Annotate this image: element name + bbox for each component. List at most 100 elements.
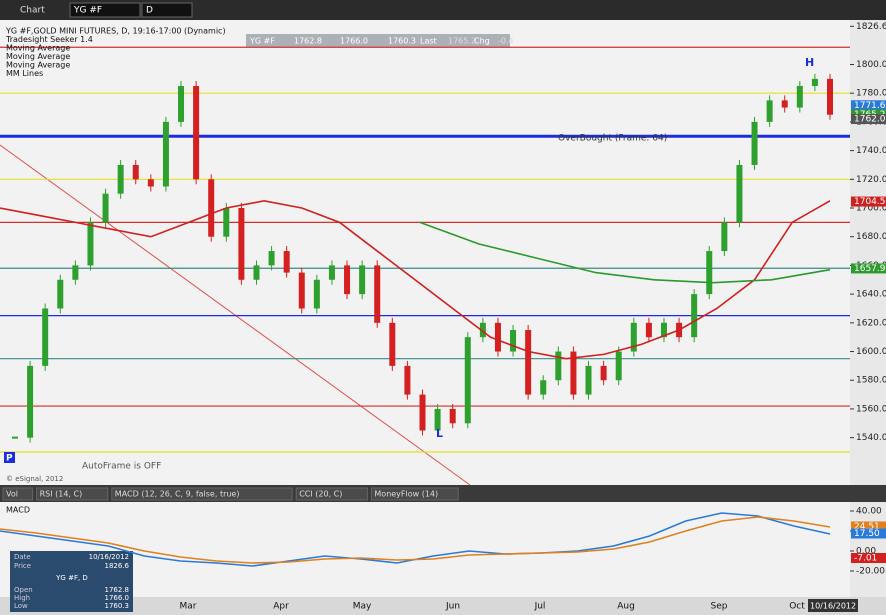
info-value: 1826.6	[105, 562, 130, 570]
y-tick-label: 1540.0	[856, 433, 886, 443]
y-tick-label: 1620.0	[856, 318, 886, 328]
month-label: Sep	[711, 602, 728, 612]
candle	[585, 365, 592, 395]
tab[interactable]	[111, 487, 293, 501]
month-label: Jun	[445, 602, 460, 612]
macd-tick-label: 40.00	[856, 507, 882, 517]
interval-box[interactable]	[141, 2, 193, 18]
legend-entry: Moving Average	[6, 61, 70, 70]
legend-entry: Moving Average	[6, 44, 70, 53]
candle	[12, 436, 18, 439]
y-tick-label: 1720.0	[856, 175, 886, 185]
tab-label[interactable]: Vol	[6, 490, 18, 499]
price-tag-label: 1704.5	[854, 197, 886, 207]
copyright: © eSignal, 2012	[6, 475, 63, 483]
candle	[449, 408, 456, 424]
signal-line	[0, 516, 831, 564]
candle	[811, 78, 818, 87]
price-axis	[850, 20, 886, 485]
quote-field: YG #F	[249, 37, 275, 46]
y-tick-label: 1580.0	[856, 376, 886, 386]
candle	[660, 322, 667, 338]
tab-label[interactable]: RSI (14, C)	[40, 490, 83, 499]
symbol[interactable]: YG #F	[73, 6, 102, 16]
interval[interactable]: D	[146, 6, 153, 16]
tab[interactable]	[2, 487, 34, 501]
symbol-box[interactable]	[69, 2, 141, 18]
candle	[464, 337, 471, 424]
legend-entry: MM Lines	[6, 69, 43, 78]
tab[interactable]	[370, 487, 459, 501]
info-symbol: YG #F, D	[55, 574, 88, 582]
info-value: 10/16/2012	[89, 553, 129, 561]
high-marker: H	[805, 56, 814, 69]
quote-field: 1760.3	[388, 37, 416, 46]
price-tag-label: 1771.6	[854, 101, 886, 111]
macd-pane	[0, 502, 850, 597]
macd-tag	[851, 553, 886, 564]
candle	[600, 365, 607, 381]
candle	[313, 279, 320, 309]
candle	[268, 251, 275, 266]
candle	[645, 322, 652, 338]
info-label: Open	[14, 586, 33, 594]
trend-line	[0, 144, 471, 486]
price-tag-label: 1762.0	[854, 115, 886, 125]
tab-label[interactable]: MACD (12, 26, C, 9, false, true)	[115, 490, 240, 499]
macd-tag	[851, 521, 886, 532]
candle	[57, 279, 64, 309]
legend-entry: YG #F,GOLD MINI FUTURES, D, 19:16-17:00 …	[5, 27, 226, 36]
info-label: Price	[14, 562, 31, 570]
tab-label[interactable]: CCI (20, C)	[299, 490, 342, 499]
quote-field: 1766.0	[340, 37, 368, 46]
info-label: High	[14, 594, 30, 602]
candle	[147, 179, 154, 187]
candle	[706, 251, 713, 295]
quote-field: Last	[420, 37, 437, 46]
overbought-label: OverBought (Frame: 64)	[558, 134, 667, 144]
tab-label[interactable]: MoneyFlow (14)	[374, 490, 438, 499]
month-label: Apr	[273, 602, 289, 612]
macd-tag-label: 24.51	[854, 522, 880, 532]
toolbar-title: Chart	[20, 6, 45, 16]
legend-entry: Moving Average	[6, 52, 70, 61]
candle	[359, 265, 366, 295]
candle	[510, 330, 517, 352]
candle	[208, 179, 215, 237]
y-tick-label: 1800.0	[856, 60, 886, 70]
y-tick-label: 1780.0	[856, 89, 886, 99]
macd-tick-label: 0.00	[856, 547, 876, 557]
candle	[781, 100, 788, 108]
tab[interactable]	[36, 487, 109, 501]
info-label: Low	[14, 602, 28, 610]
candle	[193, 86, 200, 180]
candle	[630, 322, 637, 352]
candle	[42, 308, 49, 366]
candle	[434, 408, 441, 431]
toolbar	[0, 0, 886, 20]
month-label: Jul	[534, 602, 546, 612]
time-axis	[0, 597, 886, 615]
price-tag	[851, 100, 886, 111]
candle	[162, 121, 169, 187]
info-box	[10, 551, 133, 612]
candle	[796, 86, 803, 108]
candle	[87, 222, 94, 266]
candle	[570, 351, 577, 395]
candle	[419, 394, 426, 431]
y-tick-label: 1700.0	[856, 204, 886, 214]
candle	[751, 121, 758, 165]
candle	[615, 351, 622, 381]
quote-field: Chg	[474, 37, 490, 46]
candle	[27, 365, 34, 438]
candle	[691, 294, 698, 338]
tab[interactable]	[295, 487, 368, 501]
month-label: Oct	[789, 602, 805, 612]
y-tick-label: 1680.0	[856, 232, 886, 242]
autoframe-label: AutoFrame is OFF	[82, 462, 161, 472]
ma-green	[419, 221, 831, 284]
macd-tag-label: -7.01	[854, 554, 877, 564]
candle	[117, 164, 124, 194]
candle	[555, 351, 562, 381]
candle	[102, 193, 109, 223]
